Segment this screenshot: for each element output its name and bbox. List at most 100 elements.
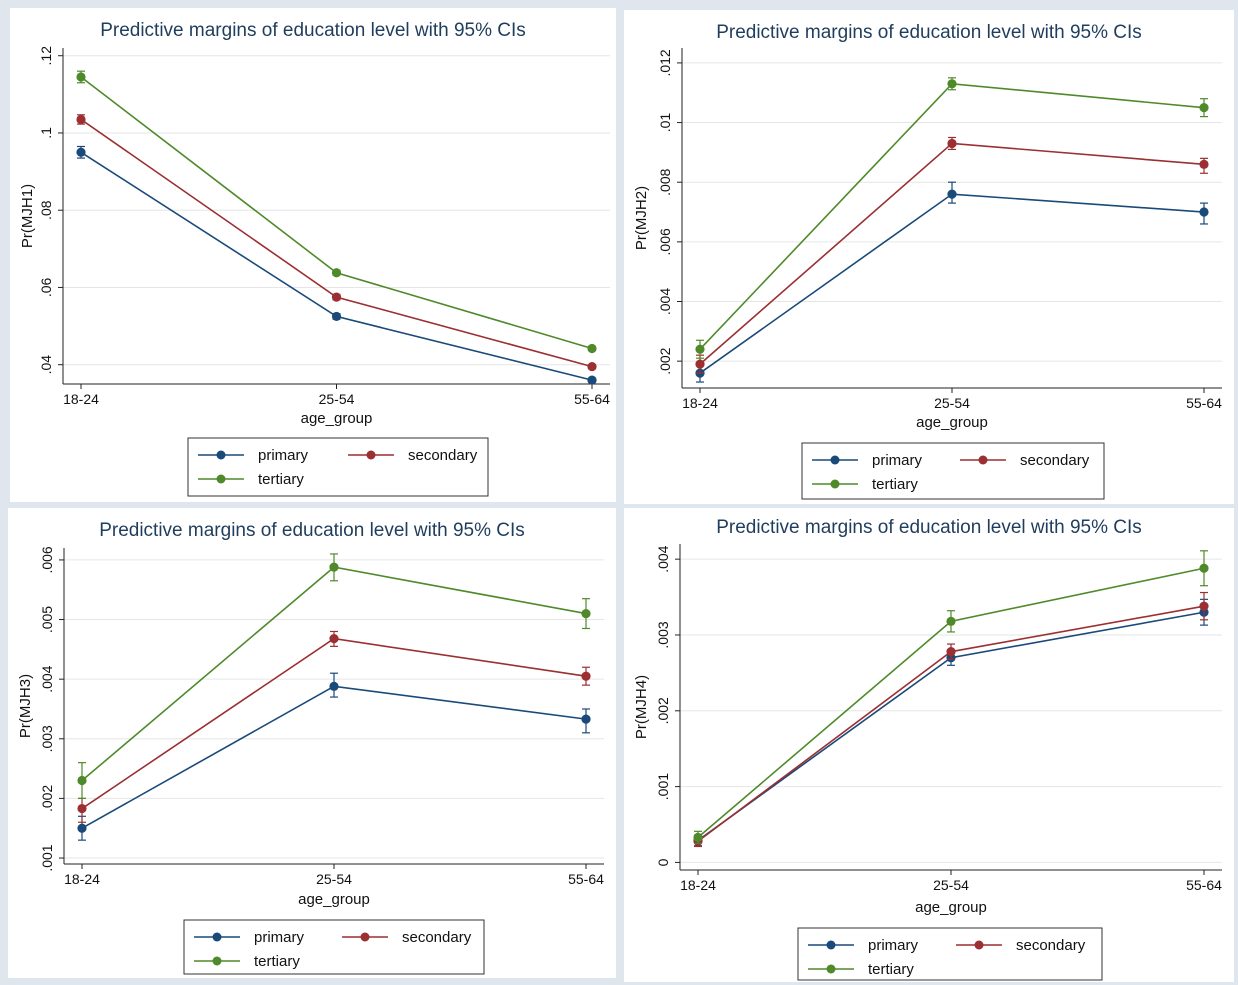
x-tick-label: 55-64 xyxy=(1186,877,1222,893)
y-tick-label: .006 xyxy=(39,546,55,573)
y-tick-label: 0 xyxy=(655,858,671,866)
y-tick-label: .004 xyxy=(657,288,673,315)
point-tertiary xyxy=(587,343,597,354)
y-tick-label: .12 xyxy=(38,46,54,66)
x-tick-label: 25-54 xyxy=(319,391,355,407)
chart-title: Predictive margins of education level wi… xyxy=(716,22,1142,43)
x-axis-label: age_group xyxy=(298,891,370,908)
y-tick-label: .06 xyxy=(38,278,54,298)
legend-item-tertiary: tertiary xyxy=(198,471,304,488)
point-primary xyxy=(1199,207,1209,217)
x-tick-label: 18-24 xyxy=(63,391,99,407)
legend-item-secondary: secondary xyxy=(960,452,1090,469)
y-tick-label: .004 xyxy=(39,665,55,692)
legend-label-secondary: secondary xyxy=(1016,937,1086,954)
legend-label-secondary: secondary xyxy=(408,447,478,464)
chart-title: Predictive margins of education level wi… xyxy=(99,520,525,541)
chart-title: Predictive margins of education level wi… xyxy=(100,20,526,41)
point-tertiary xyxy=(695,344,705,354)
point-tertiary xyxy=(1199,103,1209,113)
legend-label-tertiary: tertiary xyxy=(872,476,918,493)
y-tick-label: .01 xyxy=(657,113,673,133)
legend-label-tertiary: tertiary xyxy=(868,961,914,978)
y-tick-label: .012 xyxy=(657,49,673,76)
x-tick-label: 18-24 xyxy=(64,871,100,887)
series-line-secondary xyxy=(81,637,587,810)
legend-item-secondary: secondary xyxy=(348,447,478,464)
legend: primary secondary tertiary xyxy=(797,927,1103,981)
legend-label-secondary: secondary xyxy=(402,929,472,946)
point-tertiary xyxy=(76,72,86,82)
point-primary xyxy=(587,375,597,385)
series-line-tertiary xyxy=(697,567,1205,839)
point-secondary xyxy=(947,138,957,149)
series-line-tertiary xyxy=(699,82,1205,350)
legend: primary secondary tertiary xyxy=(187,437,489,497)
legend-item-secondary: secondary xyxy=(956,937,1086,954)
point-secondary xyxy=(1199,601,1209,611)
x-tick-label: 25-54 xyxy=(316,871,352,887)
legend-item-tertiary: tertiary xyxy=(808,961,914,978)
series-line-tertiary xyxy=(80,76,593,350)
chart-svg: Predictive margins of education level wi… xyxy=(633,22,1222,500)
legend-item-tertiary: tertiary xyxy=(194,953,300,970)
point-primary xyxy=(581,714,591,724)
point-tertiary xyxy=(693,832,703,842)
x-tick-label: 55-64 xyxy=(574,391,610,407)
legend-item-tertiary: tertiary xyxy=(812,476,918,493)
chart-svg: Predictive margins of education level wi… xyxy=(633,517,1222,981)
chart-svg: Predictive margins of education level wi… xyxy=(19,20,610,497)
point-secondary xyxy=(1199,159,1209,169)
y-tick-label: .005 xyxy=(39,606,55,633)
chart-panel-mjh4: Predictive margins of education level wi… xyxy=(624,508,1234,982)
y-axis-label: Pr(MJH1) xyxy=(19,184,36,248)
x-axis-label: age_group xyxy=(915,899,987,916)
point-tertiary xyxy=(946,616,956,626)
y-tick-label: .008 xyxy=(657,168,673,195)
series-line-secondary xyxy=(699,142,1205,365)
x-tick-label: 55-64 xyxy=(1186,395,1222,411)
point-secondary xyxy=(329,634,339,644)
x-tick-label: 18-24 xyxy=(682,395,718,411)
chart-panel-mjh3: Predictive margins of education level wi… xyxy=(8,508,616,978)
point-tertiary xyxy=(331,268,342,278)
y-tick-label: .003 xyxy=(655,621,671,648)
series-line-secondary xyxy=(80,118,593,368)
point-primary xyxy=(77,823,87,833)
legend: primary secondary tertiary xyxy=(801,442,1105,500)
legend-label-primary: primary xyxy=(258,447,309,464)
legend-label-secondary: secondary xyxy=(1020,452,1090,469)
x-tick-label: 18-24 xyxy=(680,877,716,893)
series-line-secondary xyxy=(697,605,1205,842)
y-axis-label: Pr(MJH3) xyxy=(17,674,34,738)
y-axis-label: Pr(MJH2) xyxy=(633,186,650,250)
legend-item-primary: primary xyxy=(808,937,919,954)
point-tertiary xyxy=(1199,563,1209,573)
y-tick-label: .001 xyxy=(655,773,671,800)
x-tick-label: 25-54 xyxy=(933,877,969,893)
point-secondary xyxy=(695,359,705,369)
point-secondary xyxy=(587,362,597,372)
point-secondary xyxy=(76,114,86,125)
legend-label-primary: primary xyxy=(868,937,919,954)
chart-panel-mjh1: Predictive margins of education level wi… xyxy=(10,8,616,502)
chart-panel-mjh2: Predictive margins of education level wi… xyxy=(624,10,1234,504)
y-tick-label: .04 xyxy=(38,355,54,375)
point-tertiary xyxy=(581,608,591,619)
series-line-primary xyxy=(699,193,1205,374)
y-tick-label: .001 xyxy=(39,844,55,871)
legend-label-tertiary: tertiary xyxy=(254,953,300,970)
point-primary xyxy=(76,147,86,157)
legend-item-primary: primary xyxy=(812,452,923,469)
x-tick-label: 55-64 xyxy=(568,871,604,887)
y-tick-label: .1 xyxy=(38,127,54,139)
point-tertiary xyxy=(947,79,957,89)
chart-svg: Predictive margins of education level wi… xyxy=(17,520,604,975)
y-axis-label: Pr(MJH4) xyxy=(633,675,650,739)
point-primary xyxy=(947,189,957,199)
y-tick-label: .003 xyxy=(39,725,55,752)
x-axis-label: age_group xyxy=(916,414,988,431)
legend-item-primary: primary xyxy=(194,929,305,946)
chart-title: Predictive margins of education level wi… xyxy=(716,517,1142,538)
point-tertiary xyxy=(329,562,339,572)
